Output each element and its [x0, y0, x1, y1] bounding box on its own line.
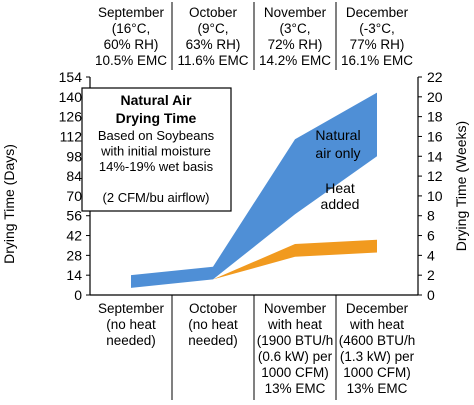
y-tick-label: 70 [66, 188, 82, 204]
top-label-line: 60% RH) [104, 37, 159, 52]
y-tick-label: 28 [66, 247, 82, 263]
bottom-label-line: 1000 CFM) [261, 365, 329, 380]
bottom-label-line: with heat [349, 317, 404, 332]
top-label-line: (9°C, [198, 21, 229, 36]
y-tick-label: 84 [66, 168, 82, 184]
annotation-body-line: with initial moisture [100, 144, 211, 159]
series-bands [131, 92, 377, 288]
y-tick-label: 154 [59, 69, 83, 85]
bottom-label-line: October [189, 301, 238, 316]
y2-tick-label: 20 [427, 89, 443, 105]
bottom-label-line: with heat [267, 317, 322, 332]
bottom-label-line: 1000 CFM) [343, 365, 411, 380]
annotation-body-line: Based on Soybeans [98, 128, 215, 143]
top-label-line: 14.2% EMC [259, 53, 331, 68]
heat-added-band [213, 239, 377, 280]
natural-air-label: Natural [315, 127, 360, 143]
annotation-title-line: Drying Time [116, 110, 197, 126]
top-label-line: October [189, 5, 238, 20]
bottom-label-line: (4600 BTU/h [339, 333, 416, 348]
y-axis-title: Drying Time (Days) [1, 144, 17, 264]
bottom-label-line: (0.6 kW) per [258, 349, 333, 364]
y2-tick-label: 0 [427, 287, 435, 303]
y2-tick-label: 10 [427, 188, 443, 204]
bottom-label-line: 13% EMC [347, 381, 408, 396]
y2-tick-label: 18 [427, 109, 443, 125]
top-category-labels: September(16°C,60% RH)10.5% EMC October(9… [95, 2, 413, 70]
y-tick-label: 0 [74, 287, 82, 303]
annotation-body-line: 14%-19% wet basis [99, 159, 214, 174]
y2-tick-label: 12 [427, 168, 443, 184]
heat-added-label: Heat [325, 180, 355, 196]
natural-air-band [131, 92, 377, 288]
top-label-line: 11.6% EMC [177, 53, 248, 68]
bottom-label-line: (1900 BTU/h [257, 333, 334, 348]
y2-tick-label: 4 [427, 247, 435, 263]
y-tick-label: 140 [59, 89, 83, 105]
top-label-line: (-3°C, [359, 21, 394, 36]
natural-air-label: air only [315, 145, 360, 161]
y-tick-label: 112 [60, 128, 83, 144]
y-tick-label: 126 [59, 109, 83, 125]
bottom-label-line: (no heat [188, 317, 238, 332]
axes: 0 14 28 42 56 70 84 98 112 126 140 154 0 2 4 6 8 10 12 14 16… [1, 69, 469, 303]
bottom-label-line: needed) [106, 333, 156, 348]
top-label-line: 77% RH) [350, 37, 405, 52]
top-label-line: 63% RH) [186, 37, 241, 52]
top-label-line: 72% RH) [268, 37, 323, 52]
bottom-label-line: needed) [188, 333, 238, 348]
y-tick-label: 14 [66, 267, 82, 283]
heat-added-label: added [321, 196, 360, 212]
bottom-label-line: September [98, 301, 165, 316]
top-label-line: December [346, 5, 409, 20]
annotation-frame [81, 87, 232, 212]
y-tick-label: 56 [66, 208, 82, 224]
top-label-line: 10.5% EMC [95, 53, 167, 68]
y2-tick-label: 14 [427, 148, 443, 164]
annotation-body-line: (2 CFM/bu airflow) [103, 190, 210, 205]
bottom-label-line: November [264, 301, 327, 316]
bottom-label-line: (no heat [106, 317, 156, 332]
top-label-line: (16°C, [112, 21, 150, 36]
top-label-line: November [264, 5, 327, 20]
y2-tick-label: 16 [427, 128, 443, 144]
y2-axis-title: Drying Time (Weeks) [453, 121, 469, 251]
top-label-line: September [98, 5, 165, 20]
annotation-box: Natural Air Drying Time Based on Soybeansw… [81, 87, 232, 212]
y-tick-label: 42 [66, 228, 82, 244]
y2-tick-label: 6 [427, 228, 435, 244]
y2-tick-label: 22 [427, 69, 443, 85]
y2-tick-label: 2 [427, 267, 435, 283]
annotation-title-line: Natural Air [120, 92, 192, 108]
y-tick-label: 98 [66, 148, 82, 164]
top-label-line: 16.1% EMC [341, 53, 413, 68]
top-label-line: (3°C, [280, 21, 311, 36]
bottom-label-line: 13% EMC [265, 381, 326, 396]
bottom-label-line: December [346, 301, 409, 316]
y2-tick-label: 8 [427, 208, 435, 224]
bottom-label-line: (1.3 kW) per [340, 349, 415, 364]
